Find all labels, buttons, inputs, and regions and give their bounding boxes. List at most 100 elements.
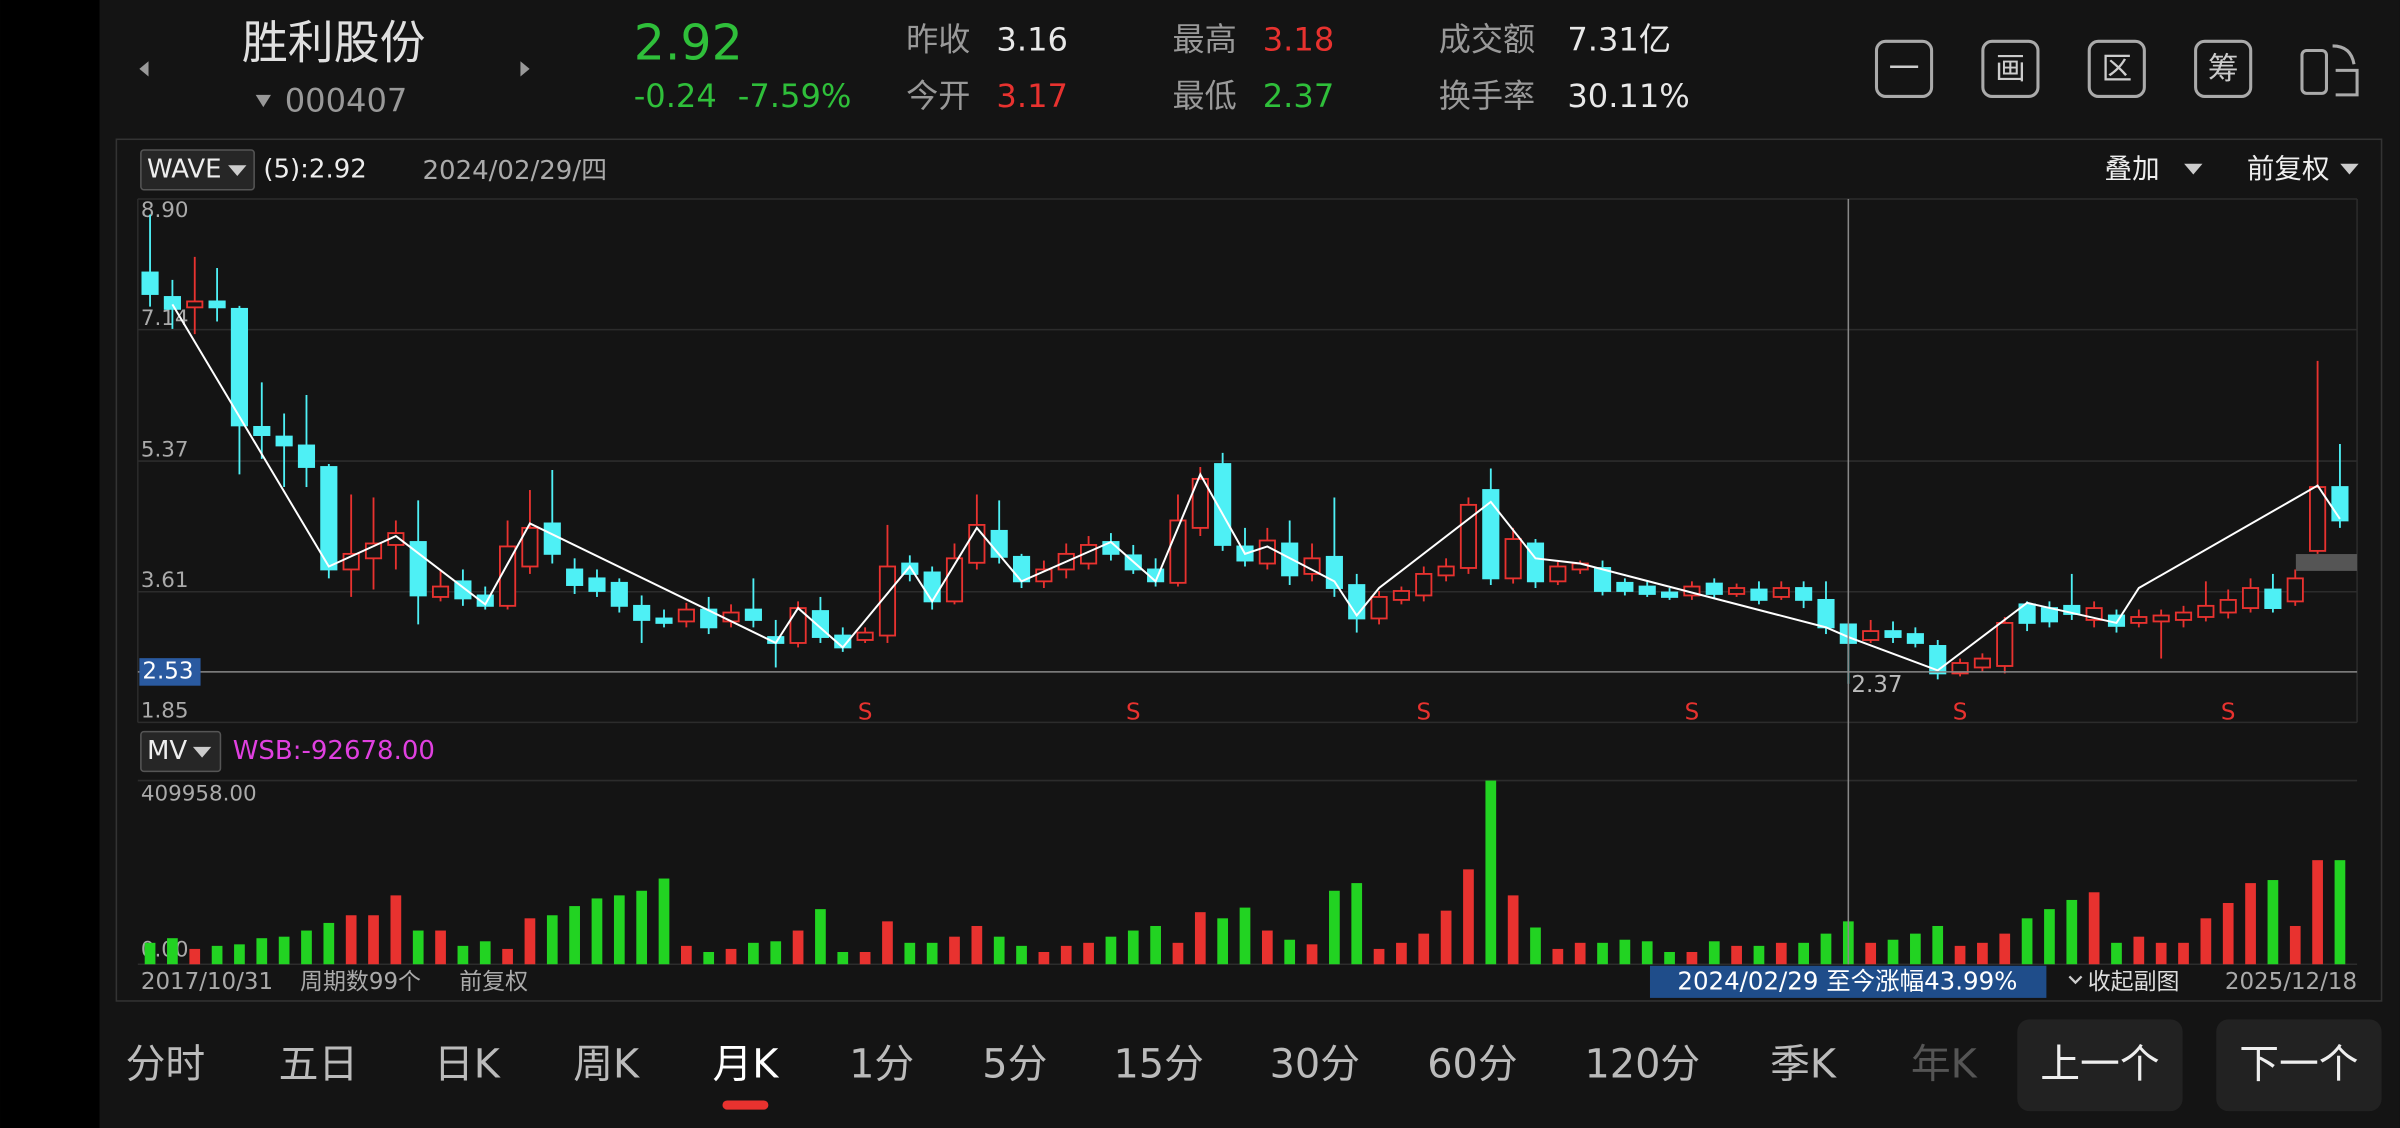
candle-body	[431, 585, 450, 598]
stat-label: 最高	[1172, 20, 1236, 58]
volume-bar	[234, 944, 245, 965]
left-edge	[0, 0, 100, 1128]
period-tab[interactable]: 60分	[1427, 1041, 1517, 1087]
volume-bar	[278, 936, 290, 965]
candle-body	[566, 568, 584, 586]
candle-body	[2063, 604, 2081, 615]
candle-body	[230, 307, 249, 427]
volume-bar	[524, 918, 536, 965]
candle-body	[1616, 581, 1634, 592]
period-tab[interactable]: 月K	[712, 1041, 779, 1087]
indicator-value: (5):2.92	[263, 154, 366, 184]
volume-bar	[1597, 942, 1608, 965]
volume-bar	[1396, 942, 1407, 965]
cursor-date: 2024/02/29/四	[422, 156, 607, 186]
wsb-value: WSB:-92678.00	[233, 736, 435, 766]
end-date: 2025/12/18	[2225, 969, 2357, 995]
candle-body	[1593, 567, 1612, 592]
adjust-button[interactable]: 前复权	[2247, 153, 2330, 185]
candle-body	[1817, 598, 1835, 629]
volume-bar	[1977, 942, 1988, 965]
candle-body	[1191, 477, 1209, 529]
dropdown-caret	[228, 165, 247, 177]
volume-bar	[1440, 910, 1452, 965]
nav-button[interactable]	[2017, 1019, 2183, 1112]
tool-button[interactable]	[1981, 39, 2040, 98]
candle-body	[141, 271, 159, 295]
nav-button[interactable]	[2216, 1019, 2382, 1112]
tool-button[interactable]	[1874, 39, 1934, 98]
price-change-pct: -7.59%	[738, 77, 852, 115]
volume-bar	[167, 938, 178, 965]
candle-body	[297, 444, 316, 468]
volume-bar	[591, 898, 603, 965]
period-tab[interactable]: 季K	[1770, 1041, 1837, 1087]
tool-button[interactable]	[2087, 39, 2146, 98]
signal-label: S	[1685, 700, 1700, 726]
period-tab[interactable]: 15分	[1113, 1041, 1203, 1087]
period-tab[interactable]: 分时	[126, 1041, 206, 1087]
volume-indicator: MV	[147, 736, 187, 766]
signal-label: S	[1953, 700, 1968, 726]
rotate-icon[interactable]	[2300, 44, 2359, 97]
stat-value: 7.31亿	[1567, 20, 1671, 58]
candle-body	[1482, 489, 1500, 580]
volume-bar	[1507, 895, 1519, 965]
period-tab[interactable]: 年K	[1911, 1041, 1978, 1087]
candle-body	[1258, 539, 1276, 565]
volume-bar	[2334, 860, 2346, 965]
candle-body	[1437, 565, 1455, 577]
candle-body	[186, 300, 204, 309]
y-tick-label: 409958.00	[141, 781, 257, 806]
volume-bar	[1574, 942, 1586, 965]
stat-label: 今开	[906, 77, 970, 115]
volume-bar	[144, 942, 156, 965]
collapse-chevron	[2068, 975, 2083, 985]
collapse-button[interactable]: 收起副图	[2088, 969, 2180, 995]
indicator-dropdown[interactable]	[140, 149, 255, 191]
overlay-button[interactable]: 叠加	[2105, 153, 2160, 185]
period-tab[interactable]: 日K	[434, 1041, 501, 1087]
volume-bar	[859, 952, 871, 965]
volume-bar	[368, 915, 379, 965]
prev-stock-arrow[interactable]	[139, 61, 149, 77]
candle-body	[655, 617, 673, 624]
low-marker: 2.37	[1851, 672, 1902, 698]
period-tab[interactable]: 周K	[573, 1041, 640, 1087]
candle-body	[2107, 614, 2126, 627]
candle-body	[610, 581, 628, 607]
period-tab[interactable]: 120分	[1584, 1041, 1700, 1087]
overlay-tag	[2295, 554, 2358, 571]
volume-bar	[1127, 930, 1139, 965]
stat-value: 2.37	[1263, 77, 1335, 115]
candle-body	[1504, 538, 1522, 580]
period-tab[interactable]: 30分	[1270, 1041, 1360, 1087]
candle-body	[1415, 572, 1433, 597]
y-tick-label: 1.85	[141, 699, 189, 724]
next-stock-arrow[interactable]	[520, 61, 530, 77]
volume-bar	[390, 895, 402, 965]
code-dropdown[interactable]	[255, 94, 271, 108]
candle-body	[901, 562, 919, 575]
volume-bar	[479, 941, 491, 965]
volume-bar	[748, 942, 759, 965]
tool-button[interactable]	[2194, 39, 2253, 98]
volume-bar	[2200, 918, 2212, 965]
volume-bar	[1463, 869, 1474, 965]
volume-bar	[993, 936, 1005, 965]
volume-bar	[703, 952, 715, 965]
signal-label: S	[1126, 700, 1141, 726]
period-tab[interactable]: 五日	[279, 1041, 359, 1087]
volume-bar	[211, 945, 223, 965]
volume-bar	[1016, 945, 1027, 965]
candle-body	[1906, 633, 1924, 644]
volume-indicator-dropdown[interactable]	[140, 730, 222, 773]
candle-body	[208, 300, 226, 309]
volume-bar	[256, 938, 268, 965]
period-tab[interactable]: 1分	[849, 1041, 914, 1087]
candle-body	[588, 577, 606, 592]
candle-body	[1549, 565, 1567, 583]
period-tab[interactable]: 5分	[982, 1041, 1047, 1087]
